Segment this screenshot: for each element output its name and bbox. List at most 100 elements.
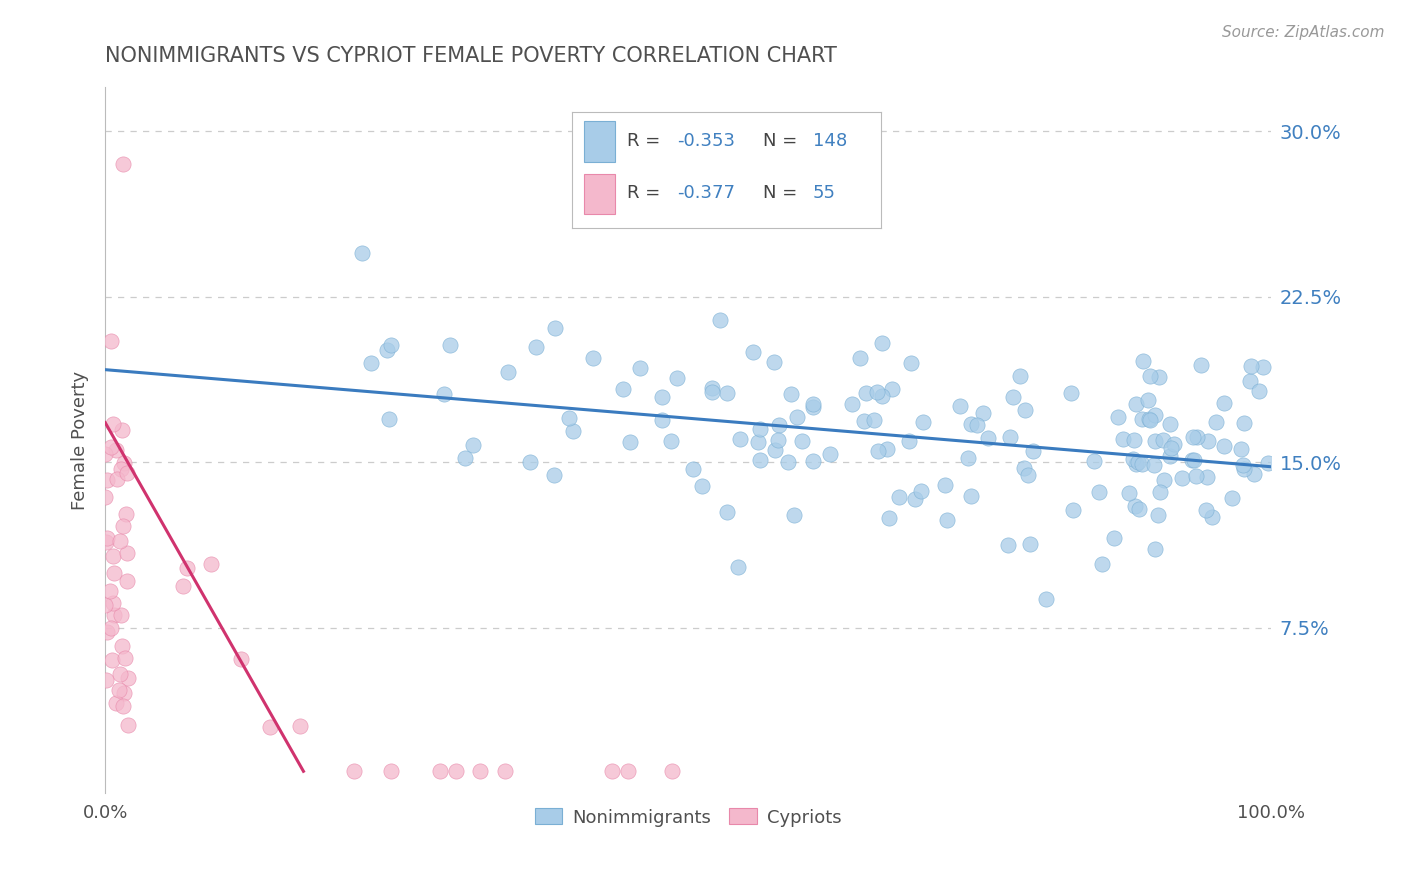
Point (912, 415, 935, 429)
Point (1187, 430, 1209, 444)
Point (1018, 537, 1040, 551)
Point (600, 764, 623, 779)
Point (716, 386, 738, 401)
Point (114, 651, 136, 665)
Point (100, 621, 122, 635)
Point (1088, 485, 1111, 500)
Point (882, 382, 904, 396)
Point (96, 531, 118, 545)
Point (898, 434, 921, 448)
Point (966, 417, 988, 432)
Point (1130, 457, 1153, 471)
Point (768, 417, 790, 432)
Point (439, 338, 461, 352)
Point (1083, 454, 1105, 468)
Point (977, 431, 1000, 445)
Point (747, 434, 769, 449)
Point (709, 312, 731, 326)
Point (1143, 458, 1166, 472)
Point (519, 455, 541, 469)
Point (101, 653, 124, 667)
Point (1233, 416, 1256, 430)
Point (1128, 502, 1150, 516)
Point (659, 434, 682, 449)
Point (229, 652, 252, 666)
Point (94, 599, 117, 613)
Point (1143, 541, 1166, 556)
Point (1125, 397, 1147, 411)
Point (1182, 430, 1205, 444)
Point (360, 356, 382, 370)
Point (628, 360, 651, 375)
Point (841, 397, 863, 411)
Point (1102, 531, 1125, 545)
Point (172, 579, 194, 593)
Point (1247, 384, 1270, 399)
Point (101, 417, 124, 431)
Point (904, 491, 927, 506)
Point (1091, 558, 1114, 572)
Point (498, 365, 520, 379)
Point (960, 417, 983, 431)
Point (96, 624, 118, 639)
Point (849, 351, 872, 365)
Point (763, 355, 786, 369)
Point (1243, 467, 1265, 482)
Point (855, 386, 877, 401)
Point (1159, 450, 1181, 464)
Point (651, 390, 673, 404)
Point (524, 341, 547, 355)
Point (1125, 500, 1147, 514)
Point (1144, 434, 1167, 449)
Point (468, 764, 491, 779)
Point (1107, 410, 1129, 425)
Point (561, 424, 583, 438)
Point (288, 719, 311, 733)
Point (103, 566, 125, 581)
Point (117, 671, 139, 685)
Point (1251, 360, 1274, 375)
Point (350, 245, 373, 260)
Point (380, 764, 402, 779)
Point (700, 385, 723, 400)
Point (1147, 370, 1170, 384)
Point (1017, 468, 1039, 483)
Point (998, 429, 1021, 443)
Point (176, 561, 198, 575)
Point (1189, 358, 1212, 372)
Point (110, 608, 132, 623)
Point (868, 444, 890, 458)
Point (108, 666, 131, 681)
Point (1123, 434, 1146, 448)
Point (380, 338, 402, 352)
Point (763, 442, 786, 457)
Point (96, 473, 118, 487)
Point (748, 422, 770, 436)
Point (1130, 412, 1153, 426)
Point (1233, 462, 1256, 476)
Point (1152, 434, 1174, 448)
Point (1022, 444, 1045, 458)
Point (103, 596, 125, 610)
Point (1139, 413, 1161, 427)
Point (1001, 391, 1024, 405)
Point (690, 478, 713, 492)
Point (112, 456, 135, 470)
Point (105, 443, 128, 458)
Point (1205, 415, 1227, 429)
Point (997, 538, 1019, 552)
Point (112, 157, 135, 171)
Point (862, 413, 884, 427)
Point (543, 321, 565, 335)
Point (820, 447, 842, 461)
Point (461, 437, 484, 451)
Point (651, 413, 673, 427)
Point (112, 698, 135, 713)
Point (108, 533, 131, 548)
Point (782, 508, 804, 522)
Point (200, 557, 222, 571)
Point (111, 640, 134, 654)
Point (870, 335, 893, 350)
Point (543, 467, 565, 482)
Point (876, 442, 898, 457)
